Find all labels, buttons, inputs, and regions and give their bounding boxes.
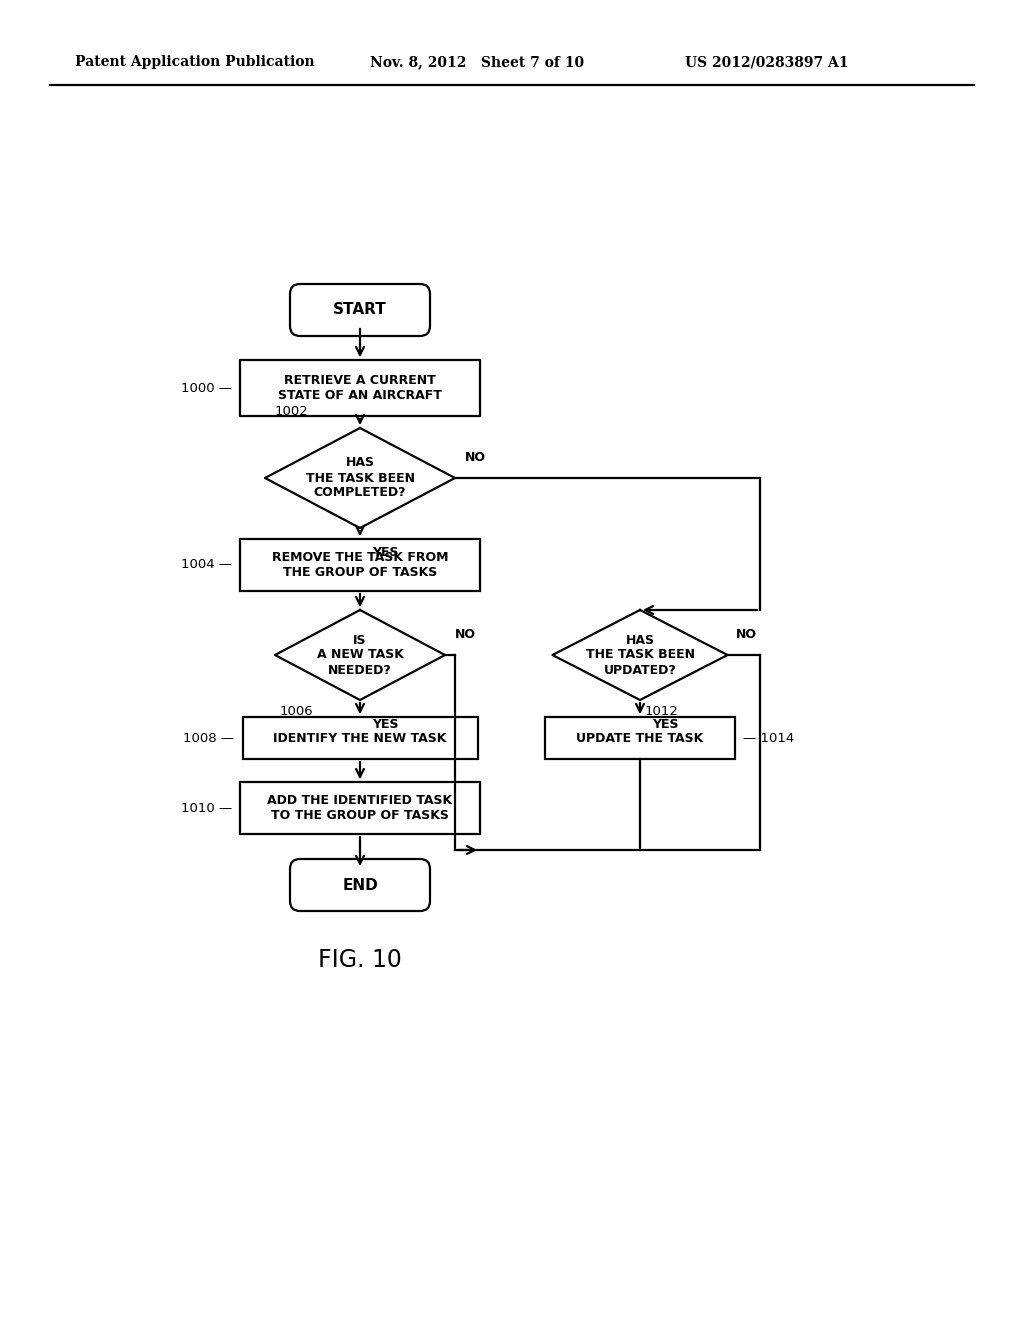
Text: 1006: 1006 <box>280 705 313 718</box>
Text: END: END <box>342 878 378 892</box>
Polygon shape <box>265 428 455 528</box>
Text: ADD THE IDENTIFIED TASK
TO THE GROUP OF TASKS: ADD THE IDENTIFIED TASK TO THE GROUP OF … <box>267 795 453 822</box>
FancyBboxPatch shape <box>290 284 430 337</box>
Text: YES: YES <box>372 546 398 558</box>
Polygon shape <box>275 610 445 700</box>
Polygon shape <box>553 610 727 700</box>
Text: YES: YES <box>372 718 398 731</box>
Text: HAS
THE TASK BEEN
COMPLETED?: HAS THE TASK BEEN COMPLETED? <box>305 457 415 499</box>
Text: Patent Application Publication: Patent Application Publication <box>75 55 314 69</box>
Text: HAS
THE TASK BEEN
UPDATED?: HAS THE TASK BEEN UPDATED? <box>586 634 694 676</box>
Bar <box>240 781 480 834</box>
Bar <box>240 539 480 591</box>
Text: 1000 —: 1000 — <box>181 381 232 395</box>
Text: IDENTIFY THE NEW TASK: IDENTIFY THE NEW TASK <box>273 731 446 744</box>
Text: START: START <box>333 302 387 318</box>
Text: UPDATE THE TASK: UPDATE THE TASK <box>577 731 703 744</box>
Bar <box>545 717 735 759</box>
Text: 1004 —: 1004 — <box>181 558 232 572</box>
Text: 1010 —: 1010 — <box>181 801 232 814</box>
Bar <box>240 360 480 416</box>
Text: NO: NO <box>735 628 757 642</box>
Text: US 2012/0283897 A1: US 2012/0283897 A1 <box>685 55 849 69</box>
Text: YES: YES <box>652 718 679 731</box>
Text: 1002: 1002 <box>275 405 309 418</box>
Text: REMOVE THE TASK FROM
THE GROUP OF TASKS: REMOVE THE TASK FROM THE GROUP OF TASKS <box>271 550 449 579</box>
Text: 1008 —: 1008 — <box>183 731 234 744</box>
Text: NO: NO <box>455 628 476 642</box>
Bar <box>243 717 477 759</box>
Text: — 1014: — 1014 <box>743 731 795 744</box>
Text: RETRIEVE A CURRENT
STATE OF AN AIRCRAFT: RETRIEVE A CURRENT STATE OF AN AIRCRAFT <box>279 374 442 403</box>
Text: IS
A NEW TASK
NEEDED?: IS A NEW TASK NEEDED? <box>316 634 403 676</box>
FancyBboxPatch shape <box>290 859 430 911</box>
Text: FIG. 10: FIG. 10 <box>318 948 402 972</box>
Text: Nov. 8, 2012   Sheet 7 of 10: Nov. 8, 2012 Sheet 7 of 10 <box>370 55 584 69</box>
Text: 1012: 1012 <box>645 705 679 718</box>
Text: NO: NO <box>465 451 486 465</box>
